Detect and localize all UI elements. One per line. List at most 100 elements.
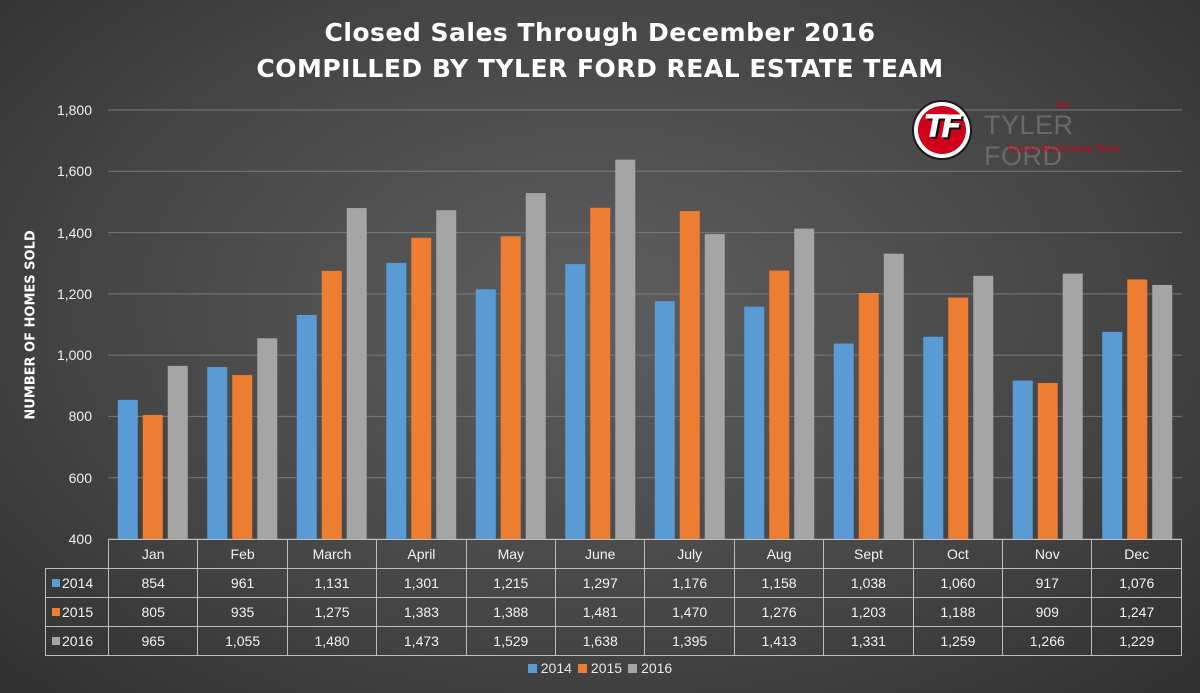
logo-the: The	[1054, 100, 1070, 110]
y-tick-label: 1,600	[56, 163, 92, 180]
data-label: 1,638	[555, 626, 646, 656]
bar-2015-nov	[1037, 383, 1058, 539]
x-tick-label: Feb	[197, 539, 288, 569]
data-label: 1,473	[376, 626, 467, 656]
bar-2014-oct	[923, 336, 944, 539]
logo-brand: TYLER FORD	[984, 110, 1074, 171]
x-tick-label: May	[465, 539, 557, 569]
bar-2016-june	[615, 159, 636, 540]
bar-2016-aug	[794, 228, 815, 539]
x-tick-label: Dec	[1091, 539, 1182, 569]
legend-label: 2016	[641, 660, 673, 676]
y-tick-label: 1,000	[56, 347, 92, 364]
series-swatch	[52, 579, 60, 587]
logo-circle	[912, 100, 972, 160]
bar-2015-oct	[948, 297, 969, 539]
legend-label: 2014	[540, 660, 572, 676]
bar-2015-sept	[858, 292, 879, 539]
x-tick-label: Nov	[1002, 539, 1093, 569]
logo-monogram: TF	[923, 109, 962, 145]
bar-2016-july	[704, 234, 725, 539]
data-label: 1,388	[465, 597, 557, 627]
y-tick-label: 800	[68, 408, 92, 425]
bar-2016-feb	[257, 338, 278, 539]
data-label: 909	[1002, 597, 1093, 627]
data-label: 1,275	[286, 597, 378, 627]
data-label: 961	[197, 568, 288, 598]
x-tick-label: July	[644, 539, 735, 569]
bar-2015-may	[500, 236, 521, 539]
tyler-ford-logo: TF The TYLER FORD Tucson Real Estate Tea…	[912, 100, 1152, 171]
y-tick-label: 1,400	[56, 224, 92, 241]
bar-2015-dec	[1127, 279, 1148, 539]
x-tick-label: Sept	[823, 539, 914, 569]
bar-2014-april	[386, 262, 407, 539]
bar-2016-may	[525, 193, 546, 539]
legend-swatch	[577, 664, 587, 673]
x-tick-label: Jan	[107, 539, 199, 569]
data-label: 1,259	[912, 626, 1004, 656]
y-tick-label: 1,800	[56, 102, 92, 118]
series-name: 2016	[62, 633, 94, 649]
data-label: 1,055	[197, 626, 288, 656]
y-tick-label: 600	[68, 469, 92, 486]
data-label: 935	[197, 597, 288, 627]
bar-2014-march	[296, 315, 317, 539]
data-label: 1,331	[823, 626, 914, 656]
legend-label: 2015	[590, 660, 623, 676]
data-label: 1,383	[376, 597, 467, 627]
bar-2014-july	[654, 301, 675, 539]
x-tick-label: Oct	[912, 539, 1004, 569]
data-label: 1,480	[286, 626, 378, 656]
data-label: 854	[107, 568, 199, 598]
bar-2016-oct	[973, 275, 994, 539]
chart-title: Closed Sales Through December 2016	[324, 18, 876, 47]
bar-2016-jan	[167, 365, 188, 539]
data-label: 1,131	[286, 568, 378, 598]
bar-2014-dec	[1102, 331, 1123, 539]
bar-2014-jan	[117, 399, 138, 539]
bar-2014-sept	[833, 343, 854, 539]
data-label: 1,215	[465, 568, 557, 598]
legend-swatch	[628, 664, 638, 673]
data-label: 1,413	[733, 626, 825, 656]
series-swatch	[52, 637, 60, 645]
data-label: 805	[107, 597, 199, 627]
y-tick-label: 1,200	[56, 285, 92, 302]
data-label: 1,060	[912, 568, 1004, 598]
bar-2014-feb	[207, 367, 228, 539]
series-name: 2014	[62, 575, 94, 591]
data-label: 1,229	[1091, 626, 1182, 656]
legend-item: 2015	[577, 660, 623, 676]
data-label: 1,158	[733, 568, 825, 598]
data-label: 1,247	[1091, 597, 1182, 627]
series-name: 2015	[62, 604, 94, 620]
series-swatch	[52, 608, 60, 616]
table-row: 2016 965 1,055 1,480 1,473 1,529 1,638 1,395 1,4…	[45, 626, 1182, 656]
x-tick-label: March	[286, 539, 378, 569]
bar-2016-april	[436, 210, 457, 539]
legend: 2014 2015 2016	[0, 660, 1200, 676]
bar-2015-feb	[232, 375, 253, 539]
x-tick-label: April	[376, 539, 467, 569]
bar-2015-july	[679, 211, 700, 539]
data-label: 1,470	[644, 597, 735, 627]
data-label: 1,038	[823, 568, 914, 598]
data-table: Jan Feb March April May June July Aug Sept Oct Nov…	[45, 539, 1182, 656]
legend-item: 2016	[628, 660, 672, 676]
data-label: 1,266	[1002, 626, 1093, 656]
bar-2015-june	[590, 207, 611, 539]
x-tick-label: June	[555, 539, 646, 569]
gridlines	[108, 109, 1182, 540]
data-label: 1,395	[644, 626, 735, 656]
data-label: 1,301	[376, 568, 467, 598]
data-label: 917	[1002, 568, 1093, 598]
data-label: 1,529	[465, 626, 557, 656]
bar-2014-nov	[1012, 380, 1033, 539]
bar-2015-april	[411, 237, 432, 540]
table-row: 2015 805 935 1,275 1,383 1,388 1,481 1,470 1,276…	[45, 597, 1182, 627]
logo-tagline: Tucson Real Estate Team	[1006, 144, 1120, 155]
data-label: 1,276	[733, 597, 825, 627]
bars	[117, 159, 1173, 540]
